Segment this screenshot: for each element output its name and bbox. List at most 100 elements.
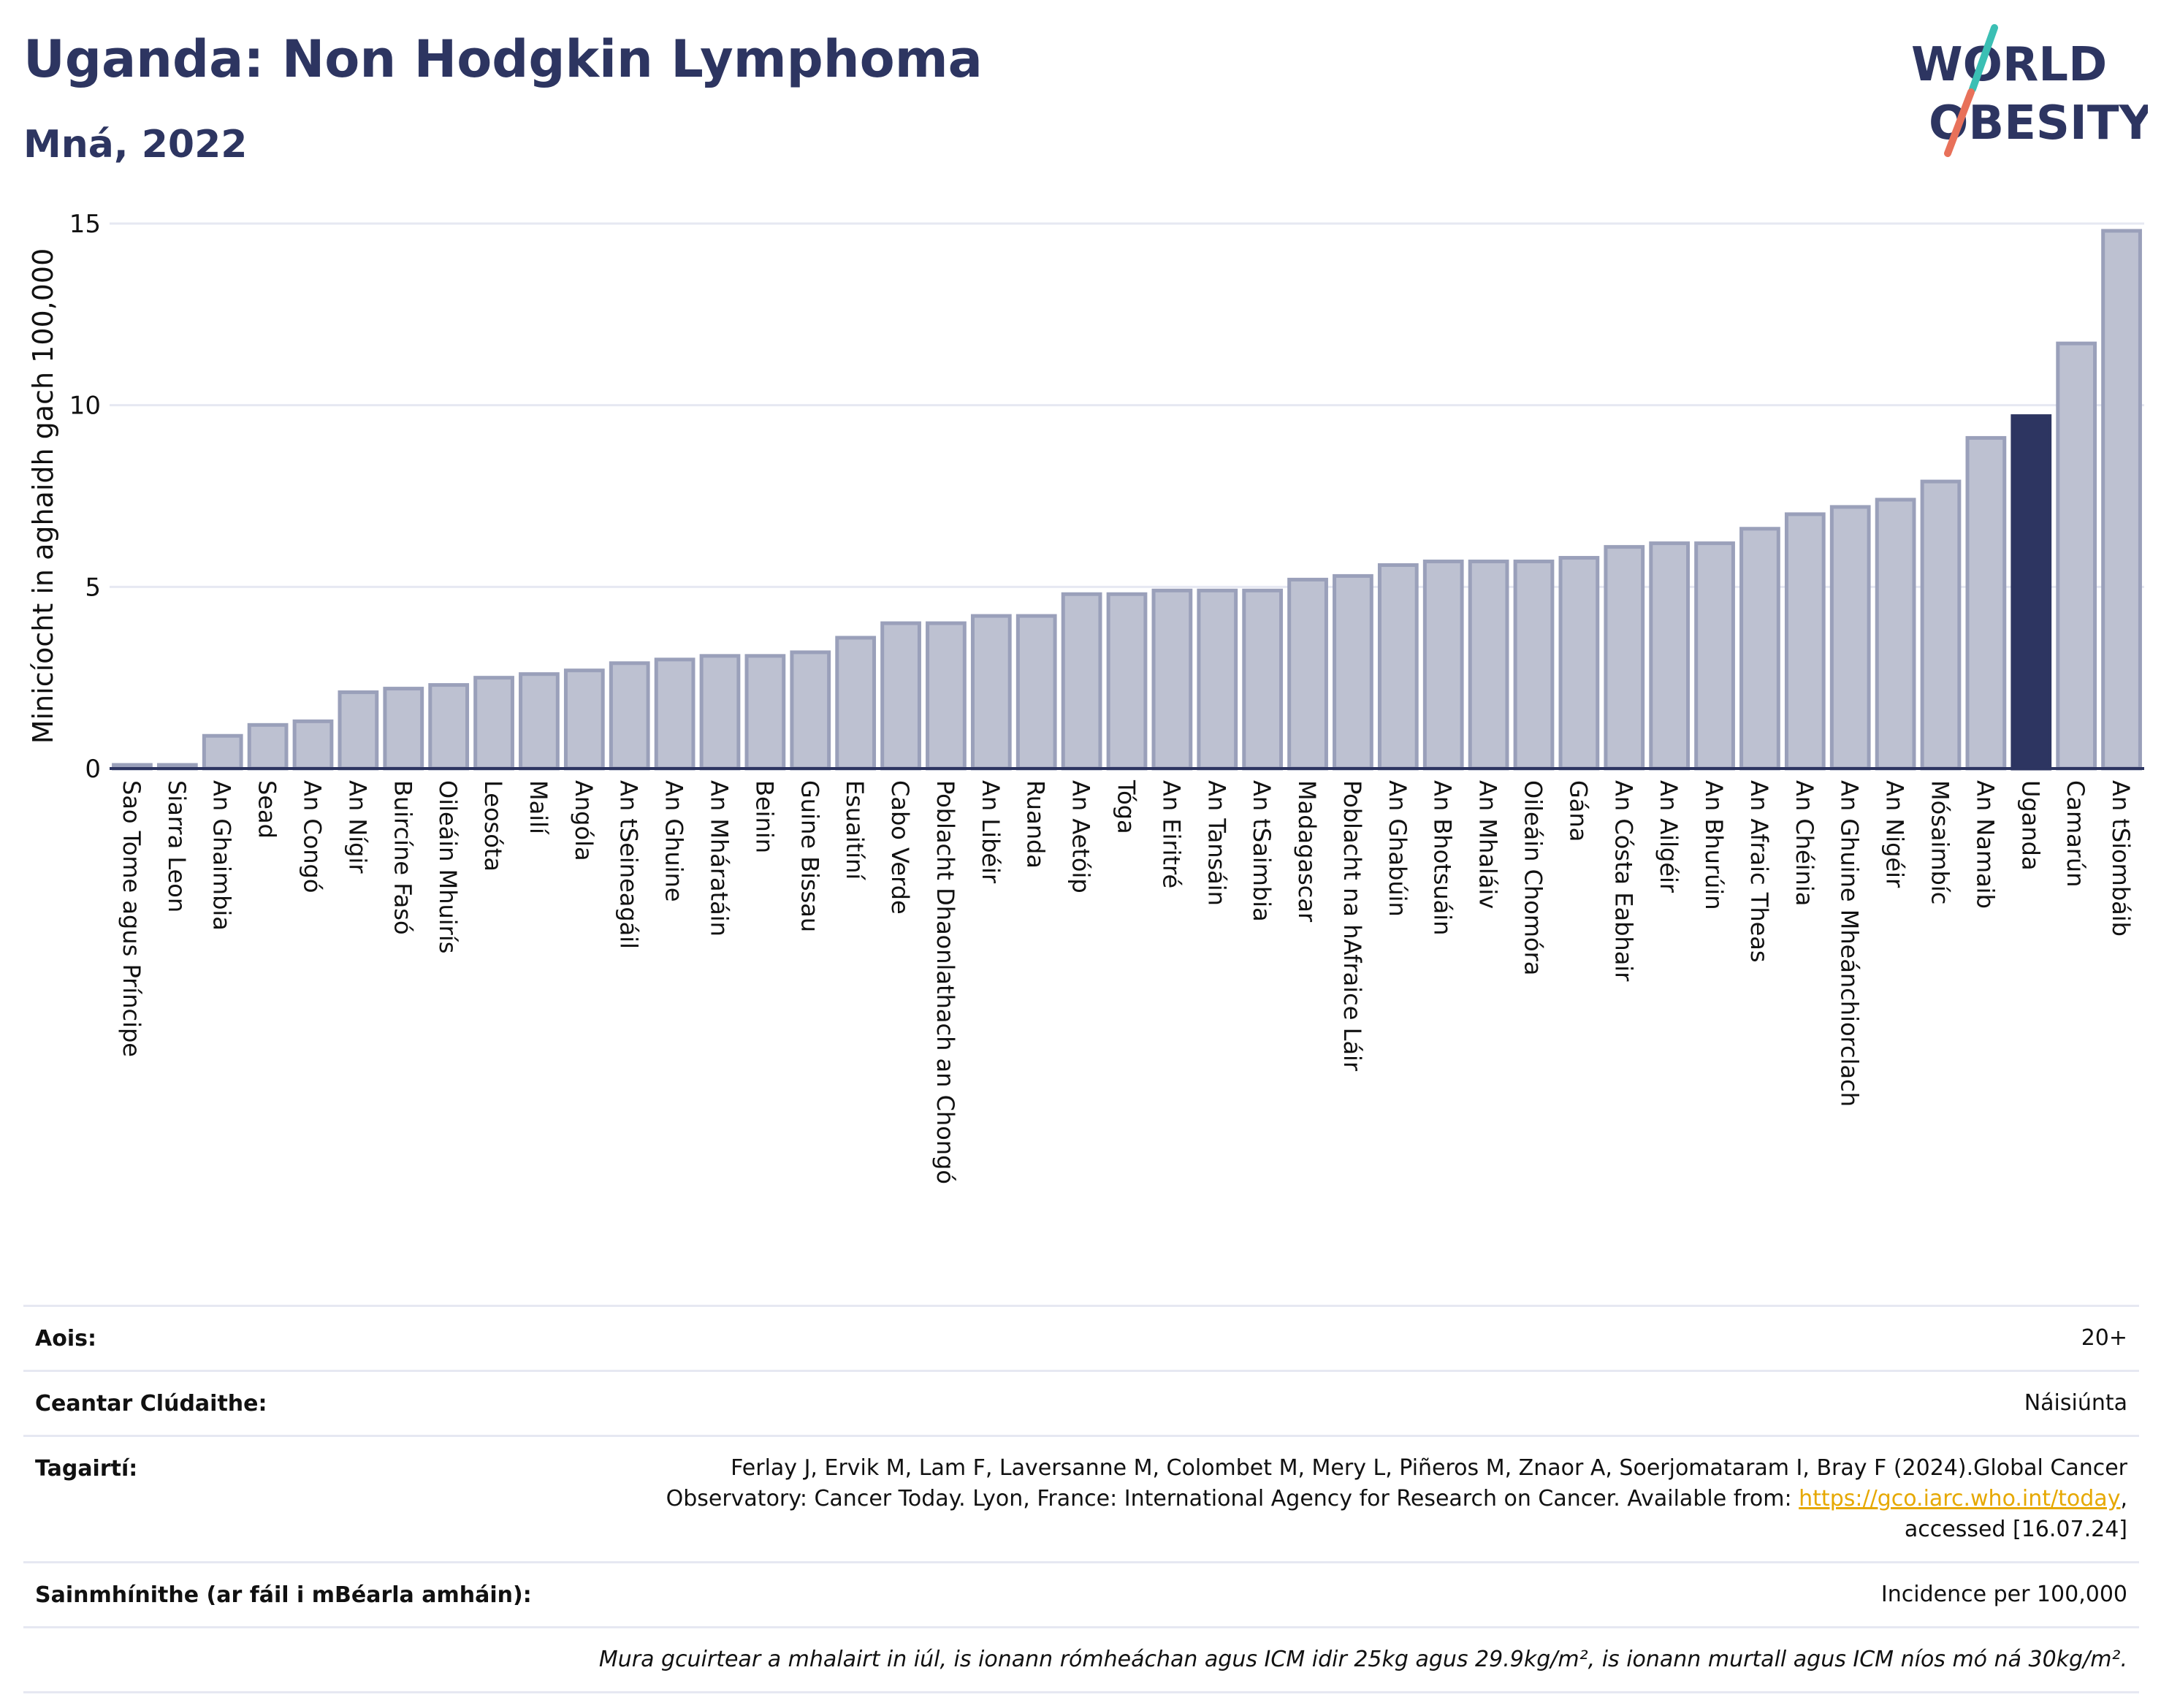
bar xyxy=(1965,435,2007,771)
reference-text-3: , xyxy=(2120,1486,2127,1511)
x-tick-label: An Ghuine Mheánchiorclach xyxy=(1836,780,1864,1107)
bar xyxy=(428,683,470,771)
x-tick-label: Poblacht Dhaonlathach an Chongó xyxy=(931,780,959,1184)
info-row-area: Ceantar Clúdaithe: Náisiúnta xyxy=(23,1370,2139,1435)
x-tick-label: Oileáin Mhuirís xyxy=(434,780,462,953)
x-tick-label: Mósaimbíc xyxy=(1926,780,1954,904)
bar xyxy=(1649,541,1691,771)
bar xyxy=(744,654,786,771)
x-tick-label: An Nígir xyxy=(343,780,371,874)
x-tick-label: Leosóta xyxy=(479,780,507,872)
x-tick-label: Siarra Leon xyxy=(163,780,191,912)
bar xyxy=(1604,545,1645,771)
x-tick-label: Uganda xyxy=(2016,780,2044,871)
x-tick-label: An Afraic Theas xyxy=(1745,780,1773,963)
x-tick-label: Beinin xyxy=(750,780,778,853)
definitions-label: Sainmhínithe (ar fáil i mBéarla amháin): xyxy=(35,1582,532,1608)
x-tick-label: An Eiritré xyxy=(1157,780,1185,888)
bar xyxy=(1015,614,1057,771)
bar xyxy=(1513,560,1555,771)
x-tick-label: Gána xyxy=(1564,780,1592,842)
area-label: Ceantar Clúdaithe: xyxy=(35,1391,267,1417)
x-tick-label: Sead xyxy=(254,780,281,839)
y-tick-label: 10 xyxy=(69,392,101,421)
info-row-age: Aois: 20+ xyxy=(23,1305,2139,1370)
bar xyxy=(835,636,877,771)
x-tick-label: An Ailgéir xyxy=(1655,780,1682,893)
age-label: Aois: xyxy=(35,1326,96,1351)
x-tick-label: An Aetóip xyxy=(1067,780,1095,893)
x-tick-label: An Bhotsuáin xyxy=(1429,780,1457,935)
y-tick-label: 5 xyxy=(85,573,101,602)
bar xyxy=(790,650,831,771)
bar-chart: 0 5 10 15 Sao Tome agus Príncipe Siarra Leon… xyxy=(27,210,2144,1184)
references-label: Tagairtí: xyxy=(35,1456,138,1482)
bar xyxy=(880,621,921,771)
logo-coral-slash xyxy=(1944,88,1975,157)
x-tick-label: An Cósta Eabhair xyxy=(1609,780,1637,982)
info-row-note: Mura gcuirtear a mhalairt in iúl, is ion… xyxy=(23,1626,2139,1691)
x-tick-label: Tóga xyxy=(1113,779,1140,834)
x-tick-label: An Congó xyxy=(299,780,327,893)
bar xyxy=(2056,341,2097,771)
bar xyxy=(1106,592,1148,771)
x-tick-label: Sao Tome agus Príncipe xyxy=(118,780,145,1057)
bar xyxy=(1333,573,1373,771)
footnote: Mura gcuirtear a mhalairt in iúl, is ion… xyxy=(598,1647,2127,1672)
x-tick-label: An Ghaimbia xyxy=(208,780,236,931)
bar xyxy=(609,661,650,771)
logo-teal-slash xyxy=(1969,24,1998,93)
age-value: 20+ xyxy=(2081,1325,2127,1351)
bar xyxy=(383,687,424,771)
x-tick-label: Oileáin Chomóra xyxy=(1520,780,1547,975)
x-tick-label: An Mhaláiv xyxy=(1474,780,1502,909)
info-row-references: Tagairtí: Ferlay J, Ervik M, Lam F, Lave… xyxy=(23,1435,2139,1561)
bar xyxy=(338,690,379,771)
x-tick-label: An tSeineagáil xyxy=(615,780,643,949)
x-tick-label: An Mháratáin xyxy=(706,780,733,937)
bar xyxy=(2101,229,2142,771)
bar xyxy=(473,676,514,771)
logo-line1: WORLD xyxy=(1911,38,2107,92)
x-tick-labels: Sao Tome agus Príncipe Siarra Leon An Ghai… xyxy=(118,779,2135,1184)
bar xyxy=(1468,560,1509,771)
reference-link[interactable]: https://gco.iarc.who.int/today xyxy=(1799,1486,2121,1511)
info-table: Aois: 20+ Ceantar Clúdaithe: Náisiúnta T… xyxy=(23,1305,2139,1693)
page-title: Uganda: Non Hodgkin Lymphoma xyxy=(23,29,983,89)
x-tick-label: An tSiombáib xyxy=(2107,780,2135,937)
x-tick-label: Esuaitíní xyxy=(841,780,869,880)
x-tick-label: Madagascar xyxy=(1293,780,1321,923)
bar xyxy=(1739,527,1780,771)
x-tick-label: Buircíne Fasó xyxy=(389,780,416,935)
bar xyxy=(1875,497,1916,771)
x-tick-label: An Nigéir xyxy=(1881,780,1909,888)
bar xyxy=(1377,563,1419,771)
bar xyxy=(292,719,334,771)
bar xyxy=(1784,512,1826,771)
bar xyxy=(1151,588,1193,771)
bar xyxy=(1287,577,1328,771)
bars xyxy=(112,229,2142,771)
x-tick-label: An Namaib xyxy=(1971,780,1999,909)
bar xyxy=(563,668,605,771)
reference-text-1: Ferlay J, Ervik M, Lam F, Laversanne M, … xyxy=(731,1455,2127,1481)
references-value: Ferlay J, Ervik M, Lam F, Laversanne M, … xyxy=(666,1453,2127,1545)
bar xyxy=(654,657,695,771)
reference-text-2: Observatory: Cancer Today. Lyon, France:… xyxy=(666,1486,1799,1511)
bar xyxy=(1920,479,1962,771)
y-axis-label: Minicíocht in aghaidh gach 100,000 xyxy=(27,248,59,744)
x-tick-label: Poblacht na hAfraice Láir xyxy=(1338,780,1366,1072)
world-obesity-logo: WORLD OBESITY xyxy=(1911,24,2148,157)
bar xyxy=(1558,556,1600,771)
info-bottom-divider xyxy=(23,1691,2139,1693)
x-tick-label: Ruanda xyxy=(1022,780,1050,869)
x-tick-label: Camarún xyxy=(2062,780,2089,887)
bar xyxy=(247,723,289,771)
x-tick-label: An tSaimbia xyxy=(1248,780,1276,922)
x-tick-label: Mailí xyxy=(525,780,552,835)
y-tick-labels: 0 5 10 15 xyxy=(69,210,101,784)
bar xyxy=(1242,588,1284,771)
x-tick-label: Angóla xyxy=(570,780,598,861)
bar xyxy=(1061,592,1102,771)
x-tick-label: Guine Bissau xyxy=(796,780,823,932)
